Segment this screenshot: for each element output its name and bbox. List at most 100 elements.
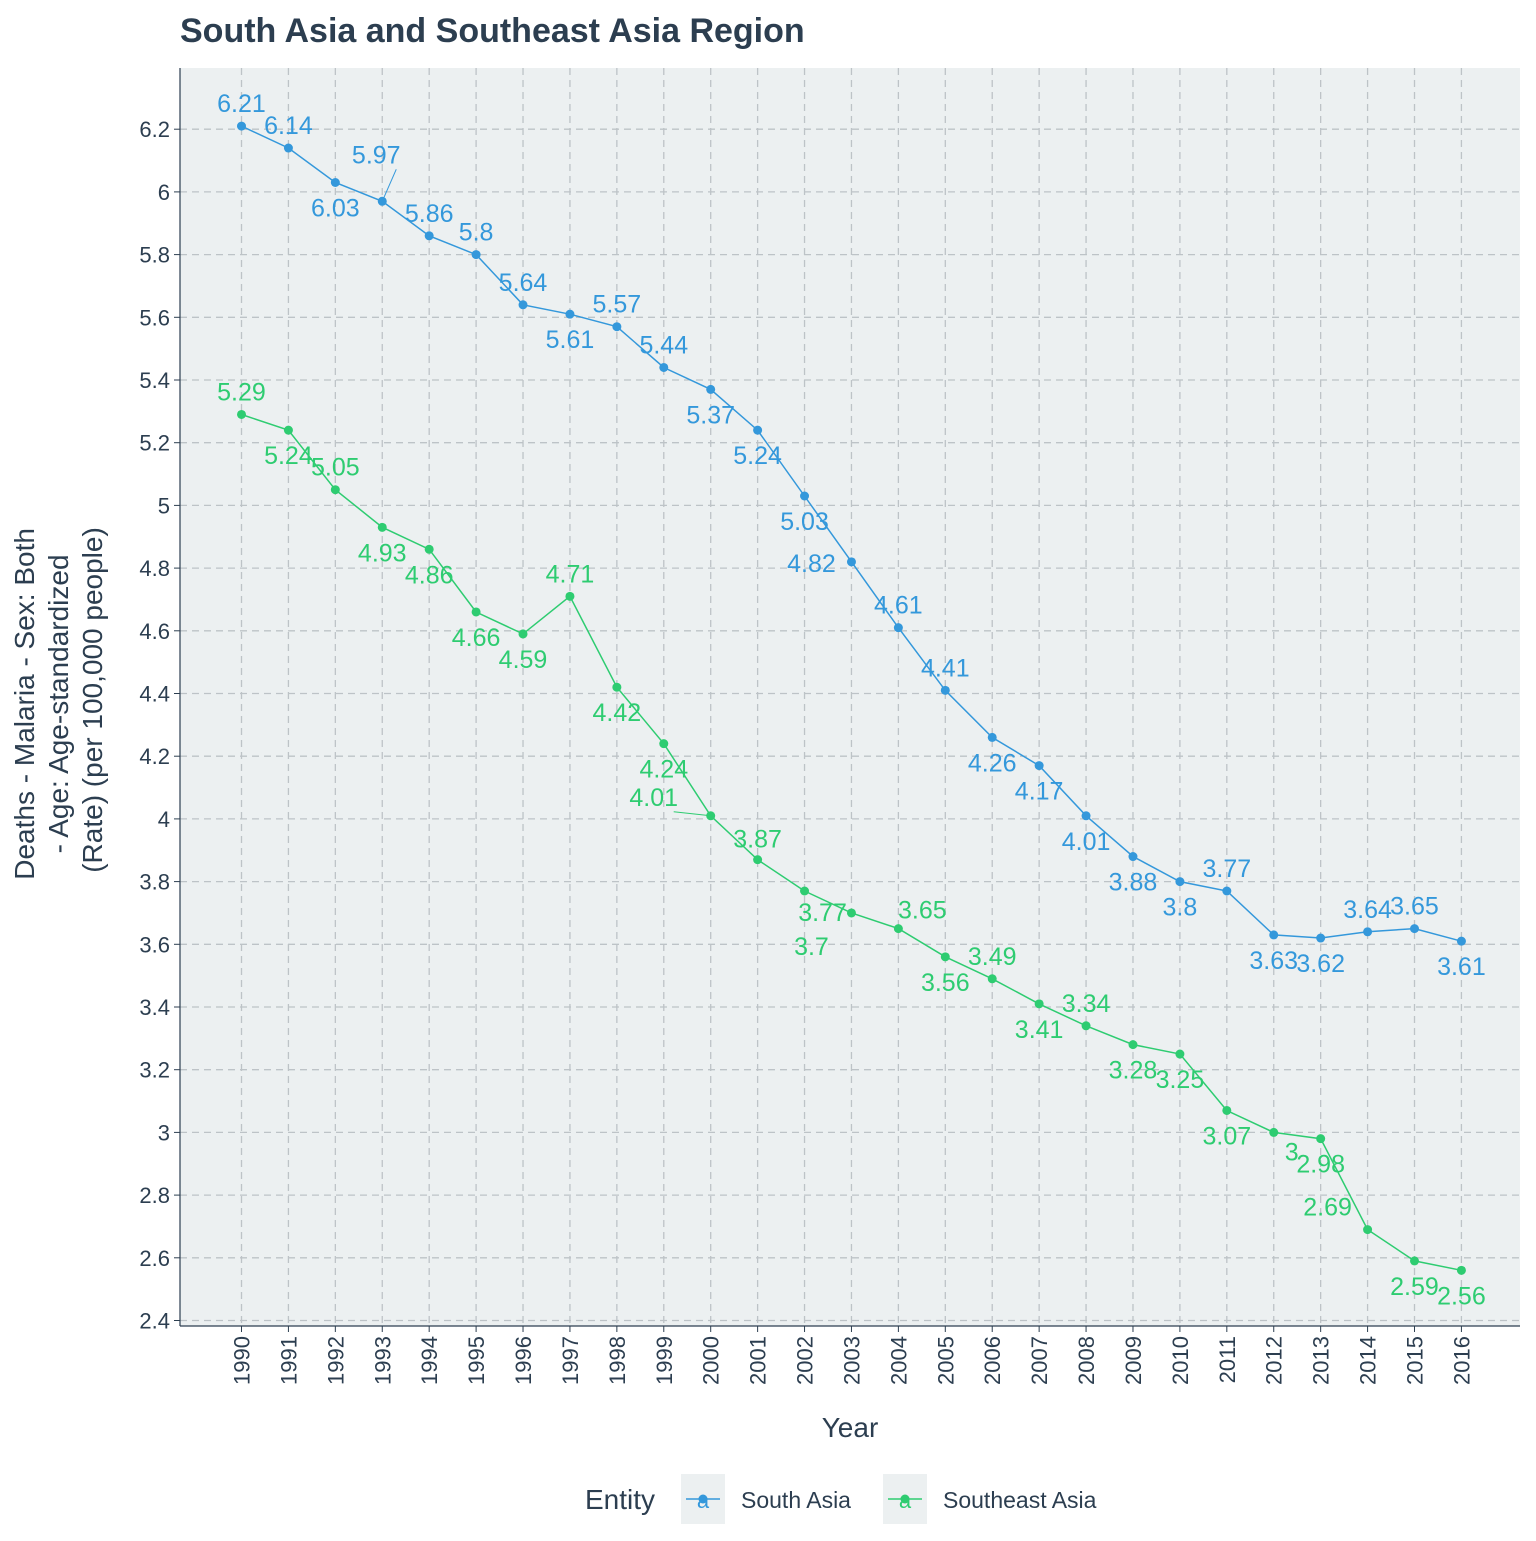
data-point-south-asia — [1222, 886, 1232, 896]
y-ticks: 2.4 2.6 2.8 3 3.2 3.4 3.6 3.8 4 4.2 4.4 4.6 4.8 5 5.2 5… — [139, 117, 180, 1334]
legend-label-south-asia: South Asia — [741, 1487, 851, 1513]
data-point-south-asia — [424, 231, 434, 241]
data-label-southeast-asia: 3.56 — [921, 969, 970, 997]
data-label-southeast-asia: 2.69 — [1303, 1194, 1352, 1222]
data-label-south-asia: 5.03 — [780, 508, 829, 536]
x-tick-label: 2009 — [1121, 1336, 1146, 1385]
data-label-south-asia: 5.97 — [352, 141, 401, 169]
y-tick-label: 4.8 — [139, 556, 170, 581]
grid — [180, 68, 1520, 1326]
legend-key-glyph-southeast-asia: a — [899, 1488, 912, 1513]
data-label-southeast-asia: 3.49 — [968, 943, 1017, 971]
data-point-southeast-asia — [1363, 1225, 1373, 1235]
x-tick-label: 2013 — [1309, 1336, 1334, 1385]
data-point-south-asia — [1456, 936, 1466, 946]
y-tick-label: 5 — [158, 493, 170, 518]
data-label-south-asia: 4.41 — [921, 654, 970, 682]
data-label-south-asia: 5.8 — [459, 219, 494, 247]
data-label-south-asia: 5.24 — [733, 442, 782, 470]
data-label-south-asia: 5.64 — [499, 269, 548, 297]
data-point-south-asia — [800, 491, 810, 501]
data-point-southeast-asia — [800, 886, 810, 896]
x-axis-title: Year — [822, 1412, 879, 1443]
data-point-south-asia — [1175, 877, 1185, 887]
data-point-southeast-asia — [846, 908, 856, 918]
x-ticks: 1990 1991 1992 1993 1994 1995 1996 1997 1998 1999… — [230, 1326, 1474, 1385]
data-label-south-asia: 6.14 — [264, 112, 313, 140]
x-tick-label: 2010 — [1168, 1336, 1193, 1385]
data-label-south-asia: 3.64 — [1343, 896, 1392, 924]
x-tick-label: 2004 — [886, 1336, 911, 1385]
data-label-southeast-asia: 5.29 — [217, 378, 266, 406]
data-label-southeast-asia: 4.24 — [639, 756, 688, 784]
legend: Entity a South Asia a Southeast Asia — [585, 1474, 1097, 1524]
x-tick-label: 2005 — [933, 1336, 958, 1385]
data-point-southeast-asia — [330, 485, 340, 495]
data-label-south-asia: 4.01 — [1062, 828, 1111, 856]
data-point-southeast-asia — [659, 739, 669, 749]
data-point-south-asia — [1316, 933, 1326, 943]
data-point-south-asia — [1081, 811, 1091, 821]
data-point-south-asia — [1363, 927, 1373, 937]
y-tick-label: 5.2 — [139, 431, 170, 456]
data-label-southeast-asia: 4.86 — [405, 561, 454, 589]
data-label-southeast-asia: 3.34 — [1062, 990, 1111, 1018]
data-label-southeast-asia: 4.71 — [546, 560, 595, 588]
data-point-south-asia — [237, 121, 246, 131]
data-label-south-asia: 5.61 — [546, 326, 595, 354]
data-label-south-asia: 5.37 — [686, 401, 735, 429]
data-label-southeast-asia: 3.65 — [898, 897, 947, 925]
data-point-southeast-asia — [1316, 1134, 1326, 1144]
data-label-southeast-asia: 4.59 — [499, 646, 548, 674]
data-point-south-asia — [706, 384, 716, 394]
label-leader-south-asia — [381, 169, 397, 202]
series — [237, 121, 1466, 1275]
data-point-south-asia — [1034, 761, 1044, 771]
x-tick-label: 1995 — [464, 1336, 489, 1385]
data-label-south-asia: 3.88 — [1109, 869, 1158, 897]
x-tick-label: 2007 — [1027, 1336, 1052, 1385]
data-point-southeast-asia — [377, 522, 387, 532]
data-label-southeast-asia: 3.07 — [1202, 1122, 1251, 1150]
y-tick-label: 4 — [158, 807, 170, 832]
legend-item-south-asia: a South Asia — [681, 1474, 851, 1524]
data-point-southeast-asia — [987, 974, 997, 984]
data-point-south-asia — [846, 557, 856, 567]
x-tick-label: 2002 — [793, 1336, 818, 1385]
data-label-south-asia: 3.8 — [1163, 894, 1198, 922]
x-tick-label: 1994 — [417, 1336, 442, 1385]
x-tick-label: 1997 — [558, 1336, 583, 1385]
data-point-southeast-asia — [424, 544, 434, 554]
data-label-south-asia: 6.03 — [311, 194, 360, 222]
data-label-south-asia: 3.63 — [1249, 947, 1298, 975]
label-leader-southeast-asia — [673, 811, 711, 817]
x-tick-label: 2014 — [1356, 1336, 1381, 1385]
data-point-southeast-asia — [1128, 1040, 1138, 1050]
data-label-southeast-asia: 2.98 — [1296, 1151, 1345, 1179]
data-point-south-asia — [753, 425, 763, 435]
legend-key-point-south-asia — [698, 1494, 708, 1504]
axes — [179, 68, 1520, 1327]
data-point-south-asia — [1128, 852, 1138, 862]
data-label-southeast-asia: 2.56 — [1437, 1282, 1486, 1310]
y-tick-label: 5.4 — [139, 368, 170, 393]
y-tick-label: 4.2 — [139, 744, 170, 769]
data-label-southeast-asia: 3.28 — [1109, 1057, 1158, 1085]
data-label-south-asia: 4.17 — [1015, 778, 1064, 806]
x-tick-label: 1996 — [511, 1336, 536, 1385]
y-tick-label: 5.8 — [139, 243, 170, 268]
data-point-southeast-asia — [565, 591, 575, 601]
data-label-southeast-asia: 3.41 — [1015, 1016, 1064, 1044]
x-tick-label: 1998 — [605, 1336, 630, 1385]
data-point-south-asia — [893, 623, 903, 633]
data-point-southeast-asia — [283, 425, 293, 435]
data-label-south-asia: 5.86 — [405, 200, 454, 228]
y-tick-label: 2.4 — [139, 1309, 170, 1334]
x-tick-label: 1993 — [370, 1336, 395, 1385]
x-tick-label: 2015 — [1403, 1336, 1428, 1385]
data-point-south-asia — [283, 143, 293, 153]
data-point-southeast-asia — [1410, 1256, 1419, 1266]
y-tick-label: 4.6 — [139, 619, 170, 644]
legend-label-southeast-asia: Southeast Asia — [943, 1487, 1097, 1513]
data-label-southeast-asia: 3 — [1285, 1138, 1299, 1166]
